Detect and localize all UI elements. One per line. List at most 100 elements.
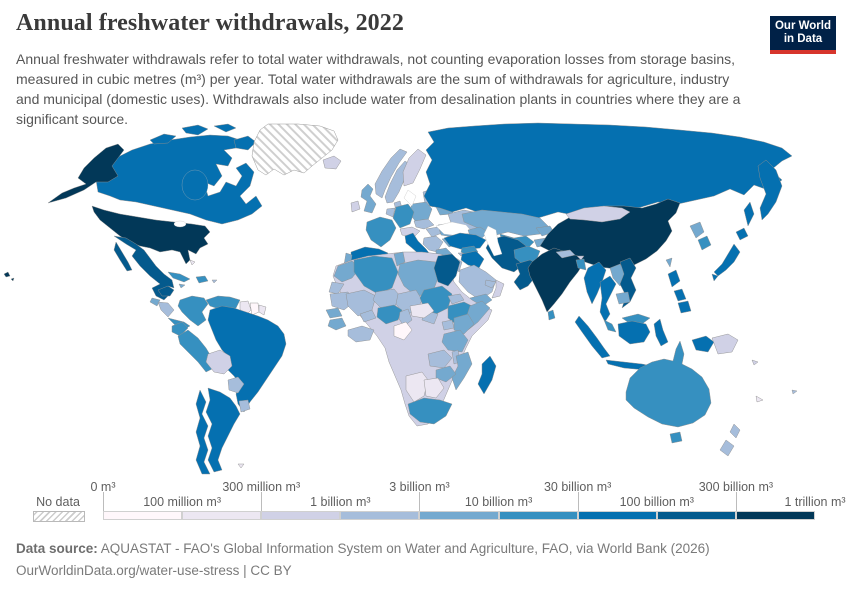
country-bhutan[interactable]	[576, 255, 585, 261]
country-papua-new-guinea[interactable]	[711, 333, 739, 355]
country-south-korea[interactable]	[697, 235, 712, 251]
country-ireland[interactable]	[350, 200, 361, 213]
country-nepal[interactable]	[555, 249, 576, 259]
country-malaysia[interactable]	[603, 319, 617, 333]
country-new-zealand[interactable]	[729, 423, 741, 439]
country-uae-qatar[interactable]	[484, 279, 497, 289]
country-germany[interactable]	[392, 203, 415, 229]
country-falkland-islands[interactable]	[237, 463, 245, 469]
legend-swatch-4[interactable]	[419, 511, 499, 520]
country-algeria[interactable]	[353, 255, 399, 295]
legend-no-data-swatch[interactable]	[33, 511, 85, 522]
country-honduras-nicaragua[interactable]	[157, 301, 175, 318]
country-gabon-congo[interactable]	[393, 321, 413, 341]
country-south-africa[interactable]	[407, 397, 453, 425]
country-france[interactable]	[365, 216, 397, 248]
country-japan[interactable]	[713, 243, 741, 277]
country-turkey[interactable]	[443, 232, 487, 251]
country-suriname[interactable]	[249, 302, 260, 316]
country-indonesia-sulawesi[interactable]	[653, 318, 669, 347]
country-indonesia-sumatra[interactable]	[574, 315, 611, 359]
country-indonesia-papua[interactable]	[691, 335, 715, 353]
country-tasmania[interactable]	[669, 431, 683, 444]
country-colombia[interactable]	[177, 295, 209, 327]
country-australia[interactable]	[625, 340, 712, 428]
attribution-line[interactable]: OurWorldinData.org/water-use-stress | CC…	[16, 563, 292, 578]
country-saudi-arabia[interactable]	[458, 264, 497, 301]
country-ivory-coast-ghana[interactable]	[347, 325, 375, 343]
country-chile[interactable]	[195, 389, 211, 475]
country-switzerland-austria[interactable]	[399, 226, 421, 238]
country-mexico[interactable]	[157, 285, 175, 297]
country-new-zealand[interactable]	[719, 439, 735, 457]
country-canada[interactable]	[149, 133, 177, 145]
country-botswana[interactable]	[423, 377, 445, 399]
country-fiji[interactable]	[791, 389, 798, 395]
country-central-african-republic[interactable]	[409, 302, 435, 319]
country-thailand[interactable]	[599, 275, 617, 323]
country-jamaica[interactable]	[178, 283, 186, 289]
country-brazil[interactable]	[207, 305, 287, 413]
country-finland[interactable]	[402, 148, 427, 187]
country-indonesia-kalimantan[interactable]	[617, 320, 651, 345]
country-ecuador[interactable]	[171, 321, 189, 337]
country-bahamas[interactable]	[189, 259, 196, 266]
country-cambodia[interactable]	[615, 291, 631, 305]
country-zimbabwe[interactable]	[435, 365, 457, 383]
legend-swatch-2[interactable]	[261, 511, 341, 520]
country-norway[interactable]	[374, 148, 408, 199]
country-canada[interactable]	[213, 123, 237, 133]
country-myanmar[interactable]	[583, 261, 607, 305]
country-guatemala[interactable]	[149, 297, 161, 307]
country-canada[interactable]	[95, 134, 263, 225]
country-sri-lanka[interactable]	[547, 309, 556, 321]
country-paraguay[interactable]	[227, 376, 245, 394]
country-japan[interactable]	[711, 273, 719, 282]
country-zambia[interactable]	[427, 349, 453, 369]
country-hispaniola[interactable]	[195, 275, 209, 284]
country-taiwan[interactable]	[665, 257, 673, 268]
country-greenland[interactable]	[251, 123, 339, 176]
country-philippines[interactable]	[673, 288, 687, 302]
country-new-caledonia[interactable]	[755, 395, 764, 403]
country-japan[interactable]	[735, 227, 749, 241]
country-madagascar[interactable]	[477, 355, 497, 395]
country-czechia-slovakia[interactable]	[413, 218, 435, 230]
country-canada[interactable]	[181, 124, 209, 136]
country-russia-kamchatka[interactable]	[757, 159, 783, 221]
legend-swatch-1[interactable]	[182, 511, 262, 520]
country-alaska[interactable]	[47, 143, 125, 204]
country-hawaii[interactable]	[10, 277, 15, 282]
country-senegal[interactable]	[325, 307, 343, 319]
country-peru[interactable]	[177, 329, 215, 373]
country-north-korea[interactable]	[689, 221, 705, 239]
legend-swatch-3[interactable]	[340, 511, 420, 520]
country-tanzania[interactable]	[441, 329, 469, 353]
country-philippines[interactable]	[667, 269, 681, 288]
legend-swatch-7[interactable]	[656, 511, 736, 520]
country-kenya[interactable]	[453, 313, 475, 335]
country-mozambique[interactable]	[451, 351, 473, 391]
country-hawaii[interactable]	[3, 271, 11, 278]
country-namibia[interactable]	[405, 371, 429, 403]
country-eritrea[interactable]	[447, 293, 465, 305]
owid-logo[interactable]: Our World in Data	[770, 16, 836, 55]
country-tunisia[interactable]	[393, 251, 406, 267]
country-bangladesh[interactable]	[575, 258, 587, 271]
country-nigeria[interactable]	[376, 304, 403, 325]
country-bolivia[interactable]	[205, 349, 233, 375]
country-uganda[interactable]	[441, 319, 455, 331]
country-oman[interactable]	[491, 279, 505, 299]
country-united-kingdom[interactable]	[360, 183, 377, 214]
legend-swatch-8[interactable]	[735, 511, 815, 520]
country-morocco[interactable]	[333, 260, 361, 283]
legend-swatch-6[interactable]	[577, 511, 657, 520]
country-cameroon[interactable]	[398, 308, 413, 327]
legend-swatch-0[interactable]	[103, 511, 183, 520]
country-cuba[interactable]	[167, 271, 191, 283]
legend-swatch-5[interactable]	[498, 511, 578, 520]
country-mongolia[interactable]	[565, 205, 631, 223]
country-canada[interactable]	[233, 135, 257, 151]
country-egypt[interactable]	[433, 253, 461, 287]
country-mexico[interactable]	[113, 241, 133, 272]
